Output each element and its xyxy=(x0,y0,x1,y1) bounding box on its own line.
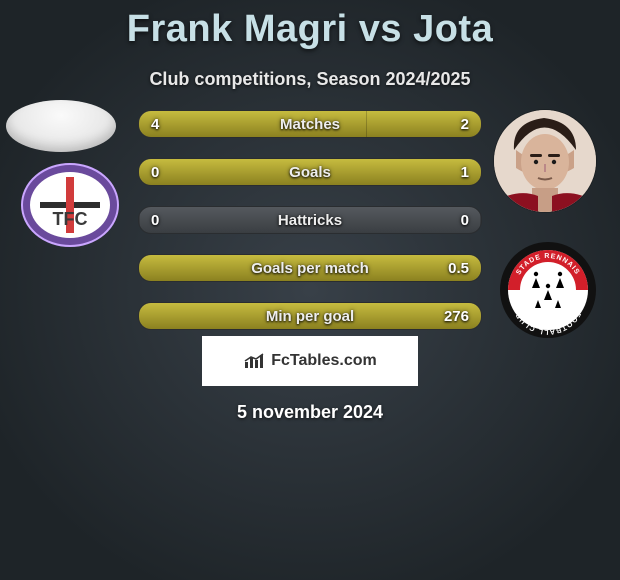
player-left-photo xyxy=(6,100,116,152)
comparison-stage: TFC xyxy=(0,90,620,530)
stat-label: Hattricks xyxy=(139,207,481,233)
stat-label: Goals per match xyxy=(139,255,481,281)
subtitle: Club competitions, Season 2024/2025 xyxy=(0,69,620,90)
stat-bars: 4 Matches 2 0 Goals 1 0 Hattricks 0 Goal… xyxy=(138,110,482,350)
stat-right-value: 0 xyxy=(449,207,481,233)
date-text: 5 november 2024 xyxy=(0,402,620,423)
stat-row: 0 Hattricks 0 xyxy=(138,206,482,234)
left-club-badge: TFC xyxy=(20,162,120,248)
stat-row: 0 Goals 1 xyxy=(138,158,482,186)
stat-right-value: 1 xyxy=(449,159,481,185)
stat-right-value: 276 xyxy=(432,303,481,329)
watermark-text: FcTables.com xyxy=(271,352,377,370)
stat-right-value: 0.5 xyxy=(436,255,481,281)
stat-label: Goals xyxy=(139,159,481,185)
watermark: FcTables.com xyxy=(202,336,418,386)
stat-label: Matches xyxy=(139,111,481,137)
stat-row: Min per goal 276 xyxy=(138,302,482,330)
chart-icon xyxy=(243,352,265,370)
stat-row: 4 Matches 2 xyxy=(138,110,482,138)
svg-text:TFC: TFC xyxy=(53,209,88,229)
player-right-photo xyxy=(494,110,596,212)
stat-row: Goals per match 0.5 xyxy=(138,254,482,282)
stat-label: Min per goal xyxy=(139,303,481,329)
right-club-badge: STADE RENNAIS FOOTBALL CLUB xyxy=(498,240,598,340)
stat-right-value: 2 xyxy=(449,111,481,137)
page-title: Frank Magri vs Jota xyxy=(0,0,620,51)
